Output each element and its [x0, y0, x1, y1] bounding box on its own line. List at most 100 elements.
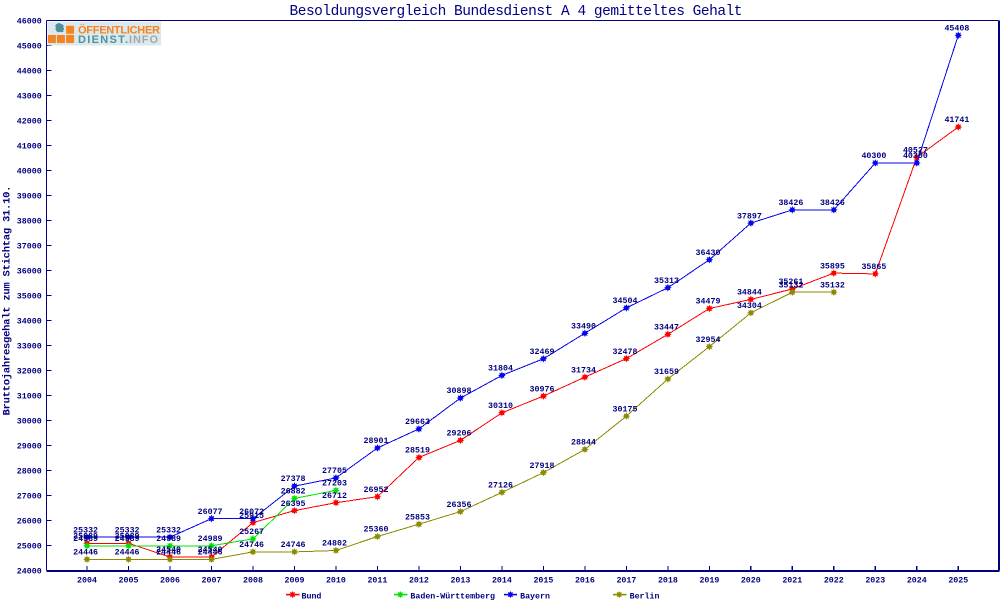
svg-text:37000: 37000 — [17, 242, 42, 251]
svg-text:31734: 31734 — [571, 366, 596, 375]
svg-text:34000: 34000 — [17, 317, 42, 326]
svg-text:40000: 40000 — [17, 167, 42, 176]
svg-text:45000: 45000 — [17, 42, 42, 51]
svg-text:25089: 25089 — [73, 533, 98, 542]
svg-text:40300: 40300 — [903, 152, 928, 161]
svg-text:25853: 25853 — [405, 513, 430, 522]
svg-text:2010: 2010 — [326, 577, 346, 586]
svg-text:38426: 38426 — [778, 199, 803, 208]
svg-text:2021: 2021 — [782, 577, 802, 586]
svg-text:41000: 41000 — [17, 142, 42, 151]
svg-text:38000: 38000 — [17, 217, 42, 226]
svg-text:24000: 24000 — [17, 567, 42, 576]
svg-text:24446: 24446 — [73, 549, 98, 558]
svg-text:24446: 24446 — [156, 549, 181, 558]
svg-text:24540: 24540 — [156, 546, 181, 555]
svg-text:Baden-Württemberg: Baden-Württemberg — [410, 591, 495, 600]
svg-text:42000: 42000 — [17, 117, 42, 126]
svg-text:39000: 39000 — [17, 192, 42, 201]
svg-text:32000: 32000 — [17, 367, 42, 376]
svg-text:30976: 30976 — [530, 385, 555, 394]
svg-text:25332: 25332 — [115, 526, 140, 535]
svg-text:34844: 34844 — [737, 289, 762, 298]
svg-text:2007: 2007 — [202, 577, 222, 586]
svg-text:28000: 28000 — [17, 467, 42, 476]
svg-text:30898: 30898 — [447, 387, 472, 396]
svg-text:44000: 44000 — [17, 67, 42, 76]
svg-text:33447: 33447 — [654, 324, 679, 333]
svg-text:26077: 26077 — [198, 508, 223, 517]
svg-text:25089: 25089 — [115, 533, 140, 542]
svg-text:40300: 40300 — [861, 152, 886, 161]
svg-text:Bund: Bund — [302, 591, 322, 600]
svg-text:24446: 24446 — [115, 549, 140, 558]
svg-text:31000: 31000 — [17, 392, 42, 401]
svg-text:2020: 2020 — [741, 577, 761, 586]
svg-text:35865: 35865 — [861, 263, 886, 272]
svg-text:25267: 25267 — [239, 528, 264, 537]
svg-text:2024: 2024 — [907, 577, 927, 586]
svg-text:45408: 45408 — [944, 25, 969, 34]
svg-text:33000: 33000 — [17, 342, 42, 351]
svg-text:24446: 24446 — [198, 549, 223, 558]
svg-text:32469: 32469 — [530, 348, 555, 357]
svg-text:26952: 26952 — [364, 486, 389, 495]
svg-text:25915: 25915 — [239, 512, 264, 521]
svg-text:37897: 37897 — [737, 212, 762, 221]
svg-text:40527: 40527 — [903, 147, 928, 156]
svg-text:26000: 26000 — [17, 517, 42, 526]
svg-text:2017: 2017 — [616, 577, 636, 586]
svg-text:Bayern: Bayern — [520, 592, 550, 600]
svg-text:2018: 2018 — [658, 577, 678, 586]
svg-text:2013: 2013 — [450, 577, 470, 586]
svg-text:32478: 32478 — [613, 348, 638, 357]
svg-text:30175: 30175 — [613, 405, 638, 414]
svg-text:24802: 24802 — [322, 540, 347, 549]
svg-text:27126: 27126 — [488, 482, 513, 491]
svg-text:24540: 24540 — [198, 546, 223, 555]
svg-text:26395: 26395 — [281, 500, 306, 509]
svg-text:2015: 2015 — [533, 577, 553, 586]
svg-text:27203: 27203 — [322, 480, 347, 489]
svg-text:26356: 26356 — [447, 501, 472, 510]
svg-text:25332: 25332 — [156, 526, 181, 535]
svg-text:24989: 24989 — [156, 535, 181, 544]
svg-text:2025: 2025 — [948, 577, 968, 586]
svg-text:Bruttojahresgehalt zum Stichta: Bruttojahresgehalt zum Stichtag 31.10. — [2, 186, 14, 416]
svg-text:Besoldungsvergleich Bundesdien: Besoldungsvergleich Bundesdienst A 4 gem… — [290, 4, 743, 20]
svg-text:24989: 24989 — [198, 535, 223, 544]
svg-text:27918: 27918 — [530, 462, 555, 471]
svg-text:ÖFFENTLICHER: ÖFFENTLICHER — [78, 24, 160, 37]
svg-text:35132: 35132 — [820, 281, 845, 290]
svg-text:33490: 33490 — [571, 322, 596, 331]
svg-text:27705: 27705 — [322, 467, 347, 476]
svg-text:36000: 36000 — [17, 267, 42, 276]
svg-text:25360: 25360 — [364, 526, 389, 535]
svg-text:DIENST.: DIENST. — [78, 34, 128, 46]
svg-text:28519: 28519 — [405, 447, 430, 456]
svg-text:34504: 34504 — [613, 297, 638, 306]
svg-text:2016: 2016 — [575, 577, 595, 586]
svg-text:25000: 25000 — [17, 542, 42, 551]
svg-text:2019: 2019 — [699, 577, 719, 586]
svg-text:34479: 34479 — [696, 298, 721, 307]
svg-text:2023: 2023 — [865, 577, 885, 586]
svg-text:35895: 35895 — [820, 262, 845, 271]
svg-text:35313: 35313 — [654, 277, 679, 286]
svg-text:32954: 32954 — [696, 336, 721, 345]
svg-text:2022: 2022 — [824, 577, 844, 586]
svg-text:26882: 26882 — [281, 488, 306, 497]
svg-text:35132: 35132 — [778, 281, 803, 290]
svg-text:27000: 27000 — [17, 492, 42, 501]
svg-text:35261: 35261 — [778, 278, 803, 287]
svg-text:24989: 24989 — [73, 535, 98, 544]
svg-text:38426: 38426 — [820, 199, 845, 208]
svg-text:29663: 29663 — [405, 418, 430, 427]
svg-text:26072: 26072 — [239, 508, 264, 517]
svg-text:31804: 31804 — [488, 365, 513, 374]
svg-text:41741: 41741 — [944, 116, 969, 125]
svg-text:24989: 24989 — [115, 535, 140, 544]
svg-text:2005: 2005 — [119, 577, 139, 586]
svg-text:35000: 35000 — [17, 292, 42, 301]
svg-text:28901: 28901 — [364, 437, 389, 446]
